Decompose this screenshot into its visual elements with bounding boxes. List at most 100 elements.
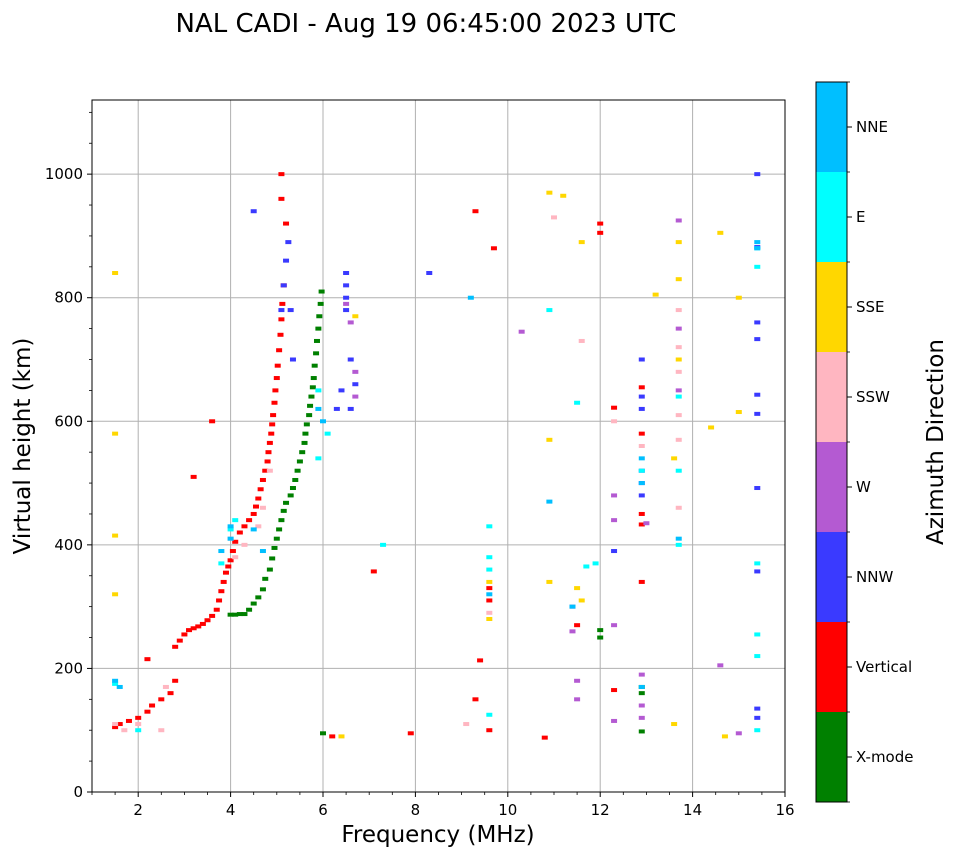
colorbar-segment	[816, 82, 847, 172]
series-x-mode	[227, 289, 645, 736]
data-point	[611, 718, 618, 723]
data-point	[125, 718, 132, 723]
data-point	[638, 684, 645, 689]
data-point	[477, 658, 484, 663]
data-point	[257, 487, 264, 492]
data-point	[352, 314, 359, 319]
data-point	[329, 734, 336, 739]
data-point	[675, 536, 682, 541]
data-point	[675, 326, 682, 331]
data-point	[308, 394, 315, 399]
data-point	[754, 392, 761, 397]
data-point	[116, 684, 123, 689]
data-point	[299, 450, 306, 455]
data-point	[271, 400, 278, 405]
data-point	[638, 672, 645, 677]
data-point	[241, 612, 248, 617]
data-point	[303, 422, 310, 427]
data-point	[717, 663, 724, 668]
data-point	[638, 522, 645, 527]
data-point	[638, 729, 645, 734]
data-point	[486, 617, 493, 621]
data-point	[551, 215, 557, 220]
data-point	[343, 271, 350, 275]
data-point	[162, 684, 169, 689]
data-point	[754, 411, 761, 416]
data-point	[112, 681, 119, 686]
data-point	[112, 431, 119, 436]
data-point	[296, 459, 303, 464]
data-point	[708, 425, 715, 430]
data-point	[318, 289, 325, 294]
x-tick-label: 6	[318, 801, 328, 819]
data-point	[638, 456, 645, 461]
data-point	[652, 292, 659, 297]
data-point	[597, 221, 604, 226]
colorbar-tick-label: E	[856, 208, 865, 226]
data-point	[283, 258, 290, 263]
data-point	[259, 505, 266, 510]
data-point	[190, 474, 197, 479]
data-point	[246, 518, 253, 523]
data-point	[546, 437, 553, 442]
data-point	[259, 549, 266, 554]
data-point	[294, 468, 301, 473]
data-point	[486, 592, 493, 597]
data-point	[287, 308, 294, 313]
data-point	[486, 567, 493, 572]
data-point	[236, 612, 243, 617]
colorbar-segment	[816, 352, 847, 442]
x-tick-label: 2	[133, 801, 143, 819]
data-point	[675, 542, 682, 547]
data-point	[611, 623, 618, 628]
data-point	[273, 376, 280, 381]
data-point	[272, 388, 279, 393]
data-point	[754, 172, 761, 177]
data-point	[486, 586, 493, 591]
data-point	[280, 508, 287, 513]
colorbar-tick-label: Vertical	[856, 658, 912, 676]
data-point	[283, 221, 290, 226]
colorbar-segment	[816, 622, 847, 712]
data-point	[112, 722, 119, 727]
data-point	[754, 240, 761, 245]
data-point	[278, 317, 285, 322]
data-point	[232, 539, 239, 544]
data-point	[227, 612, 234, 617]
x-axis-ticks: 2 4 6 8 10 12 14 16	[91, 792, 795, 819]
data-point	[754, 337, 761, 342]
chart-title: NAL CADI - Aug 19 06:45:00 2023 UTC	[176, 9, 677, 39]
data-point	[307, 403, 314, 408]
data-point	[225, 564, 232, 569]
data-point	[218, 549, 225, 554]
data-point	[486, 555, 493, 560]
data-point	[574, 586, 581, 591]
data-point	[274, 363, 281, 368]
data-point	[112, 725, 119, 730]
data-point	[347, 406, 354, 411]
data-point	[255, 496, 262, 501]
data-point	[264, 459, 271, 464]
data-point	[486, 598, 493, 603]
data-point	[574, 400, 581, 405]
data-point	[246, 607, 253, 612]
data-point	[315, 388, 322, 393]
data-point	[262, 468, 269, 473]
data-point	[255, 595, 262, 600]
data-point	[232, 612, 239, 617]
data-point	[754, 728, 761, 733]
data-point	[186, 628, 193, 633]
data-point	[638, 493, 645, 498]
colorbar-frame	[815, 81, 848, 803]
data-point	[333, 406, 340, 411]
data-point	[271, 545, 278, 550]
data-point	[112, 533, 119, 538]
data-point	[546, 499, 553, 504]
data-point	[112, 592, 119, 597]
data-point	[574, 697, 581, 702]
data-point	[343, 308, 350, 313]
data-point	[112, 271, 119, 275]
data-point	[675, 437, 682, 442]
data-point	[276, 527, 283, 532]
data-point	[735, 295, 742, 300]
